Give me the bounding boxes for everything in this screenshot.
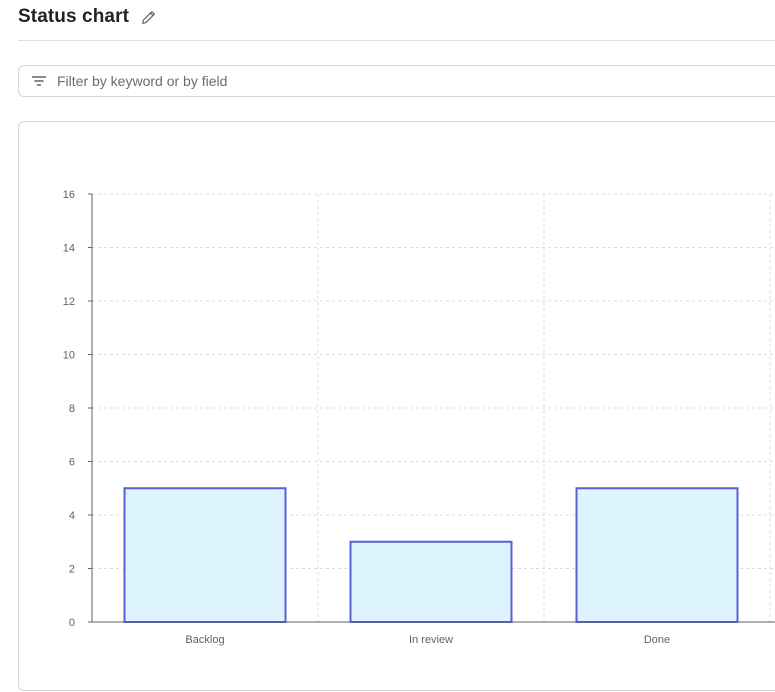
- grid-layer: [92, 193, 775, 622]
- status-bar-chart: 0 2 4 6 8 10 12 14 16 Backlog In review Done: [63, 189, 775, 646]
- page-title: Status chart: [18, 6, 130, 27]
- header-divider: [18, 40, 775, 41]
- filter-input[interactable]: [55, 72, 659, 90]
- chart-card: 0 2 4 6 8 10 12 14 16 Backlog In review Done: [18, 121, 775, 691]
- x-tick-label: Done: [644, 634, 670, 646]
- label-layer: 0 2 4 6 8 10 12 14 16 Backlog In review Done: [63, 189, 670, 646]
- y-tick-label: 4: [69, 510, 75, 522]
- filter-icon: [31, 73, 47, 89]
- y-tick-label: 8: [69, 403, 75, 415]
- bar-backlog[interactable]: [123, 487, 287, 623]
- x-tick-label: Backlog: [185, 634, 224, 646]
- y-tick-label: 0: [69, 617, 75, 629]
- y-tick-label: 16: [63, 189, 75, 201]
- axis-layer: [88, 193, 775, 623]
- x-tick-label: In review: [409, 634, 453, 646]
- filter-bar[interactable]: [18, 65, 775, 97]
- pencil-icon[interactable]: [140, 9, 156, 25]
- bar-layer: [123, 487, 739, 623]
- bar-in-review[interactable]: [349, 540, 513, 623]
- y-tick-label: 12: [63, 296, 75, 308]
- y-tick-label: 14: [63, 243, 75, 255]
- y-tick-label: 6: [69, 457, 75, 469]
- y-tick-label: 10: [63, 350, 75, 362]
- bar-done[interactable]: [575, 487, 739, 623]
- y-tick-label: 2: [69, 564, 75, 576]
- page-header: Status chart: [18, 4, 156, 30]
